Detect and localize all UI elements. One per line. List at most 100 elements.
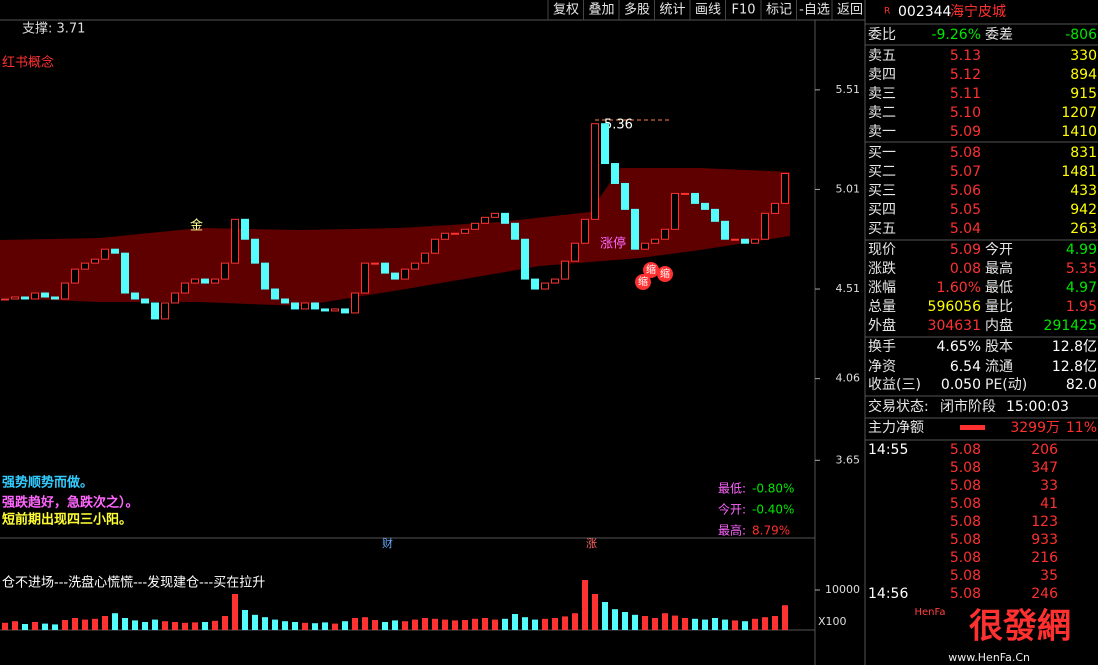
tick-price: 5.08 xyxy=(950,586,981,602)
candle xyxy=(641,242,649,250)
volume-bar xyxy=(192,622,198,630)
quote-value: 12.8亿 xyxy=(1052,339,1097,355)
tick-volume: 33 xyxy=(1040,478,1058,494)
y-tick-label: 4.06 xyxy=(836,372,861,385)
book-volume: 1481 xyxy=(1061,164,1097,180)
shrink-badge xyxy=(635,274,651,290)
quote-value: 1.95 xyxy=(1066,299,1097,315)
volume-bar xyxy=(702,619,708,630)
candle xyxy=(351,292,359,314)
candle xyxy=(201,278,209,284)
book-label: 卖一 xyxy=(868,124,896,140)
volume-bar xyxy=(732,620,738,630)
book-volume: 1410 xyxy=(1061,124,1097,140)
book-price: 5.13 xyxy=(950,48,981,64)
toolbar-button[interactable]: 叠加 xyxy=(588,3,614,18)
book-volume: 263 xyxy=(1070,221,1097,237)
main-force-value: 3299万 xyxy=(1010,420,1060,436)
book-volume: 1207 xyxy=(1061,105,1097,121)
toolbar-button[interactable]: 返回 xyxy=(837,3,863,18)
quote-value: 0.050 xyxy=(941,377,981,393)
candle xyxy=(51,296,59,300)
candle xyxy=(41,292,49,298)
candle xyxy=(581,218,589,244)
candle xyxy=(91,258,99,264)
volume-bar xyxy=(382,622,388,630)
volume-bar xyxy=(162,621,168,630)
volume-bar xyxy=(542,618,548,630)
volume-bar xyxy=(372,620,378,630)
candle xyxy=(591,123,599,220)
volume-bar xyxy=(452,620,458,630)
name: 海宁皮城 xyxy=(950,3,1006,20)
candle xyxy=(281,298,289,304)
tick-price: 5.08 xyxy=(950,442,981,458)
quote-value: 4.97 xyxy=(1066,280,1097,296)
watermark-brand: HenFa xyxy=(915,607,946,618)
volume-caption: 仓不进场---洗盘心慌慌---发现建仓---买在拉升 xyxy=(2,575,265,591)
y-tick-label: 5.01 xyxy=(836,182,861,195)
candle xyxy=(401,268,409,280)
quote-label: 总量 xyxy=(868,299,896,315)
quote-label: 委比 xyxy=(868,27,896,43)
candle xyxy=(631,208,639,250)
candle xyxy=(291,302,299,310)
candle xyxy=(461,228,469,234)
book-label: 买四 xyxy=(868,202,896,218)
volume-bar xyxy=(122,618,128,630)
concept: 红书概念 xyxy=(2,55,54,71)
candle xyxy=(231,218,239,264)
candle xyxy=(491,212,499,218)
volume-bar xyxy=(2,622,8,630)
candle xyxy=(771,202,779,214)
candle xyxy=(341,308,349,314)
toolbar-button[interactable]: 复权 xyxy=(553,2,579,18)
toolbar-button[interactable]: 画线 xyxy=(695,3,721,18)
peak-label: 5.36 xyxy=(604,118,633,133)
book-label: 卖五 xyxy=(868,48,896,64)
volume-bar xyxy=(762,617,768,630)
watermark-name: 很發網 xyxy=(969,607,1071,647)
quote-value: 4.65% xyxy=(937,339,981,355)
candle xyxy=(541,282,549,290)
range-value: -0.80% xyxy=(752,482,794,496)
candle xyxy=(751,238,759,244)
volume-bar xyxy=(22,624,28,630)
tick-volume: 246 xyxy=(1031,586,1058,602)
candle xyxy=(651,238,659,244)
tick-price: 5.08 xyxy=(950,514,981,530)
y-tick-label: 10000 xyxy=(825,583,860,596)
candle xyxy=(421,252,429,264)
volume-bar xyxy=(692,618,698,630)
quote-value: 304631 xyxy=(928,318,981,334)
candle xyxy=(511,222,519,240)
book-price: 5.08 xyxy=(950,145,981,161)
tick-volume: 933 xyxy=(1031,532,1058,548)
candle xyxy=(31,292,39,300)
book-price: 5.10 xyxy=(950,105,981,121)
note: 强势顺势而做。 xyxy=(2,475,93,491)
book-price: 5.09 xyxy=(950,124,981,140)
volume-bar xyxy=(52,624,58,630)
volume-bar xyxy=(632,614,638,630)
toolbar-button[interactable]: 标记 xyxy=(766,3,792,18)
candle xyxy=(321,308,329,312)
toolbar-button[interactable]: -自选 xyxy=(799,3,830,18)
quote-label: 今开 xyxy=(985,242,1013,258)
quote-value: 596056 xyxy=(928,299,982,315)
y-tick-label: 4.51 xyxy=(836,282,861,295)
volume-bar xyxy=(202,622,208,630)
candle xyxy=(221,262,229,280)
quote-label: 涨跌 xyxy=(868,261,896,277)
book-volume: 894 xyxy=(1070,67,1097,83)
volume-bar xyxy=(722,619,728,630)
candle xyxy=(191,278,199,284)
volume-bar xyxy=(142,622,148,630)
toolbar-button[interactable]: F10 xyxy=(731,3,755,18)
toolbar-button[interactable]: 多股 xyxy=(624,2,650,18)
candle xyxy=(741,238,749,244)
toolbar-button[interactable]: 统计 xyxy=(659,3,685,18)
candle xyxy=(391,272,399,280)
book-label: 卖四 xyxy=(868,67,896,83)
